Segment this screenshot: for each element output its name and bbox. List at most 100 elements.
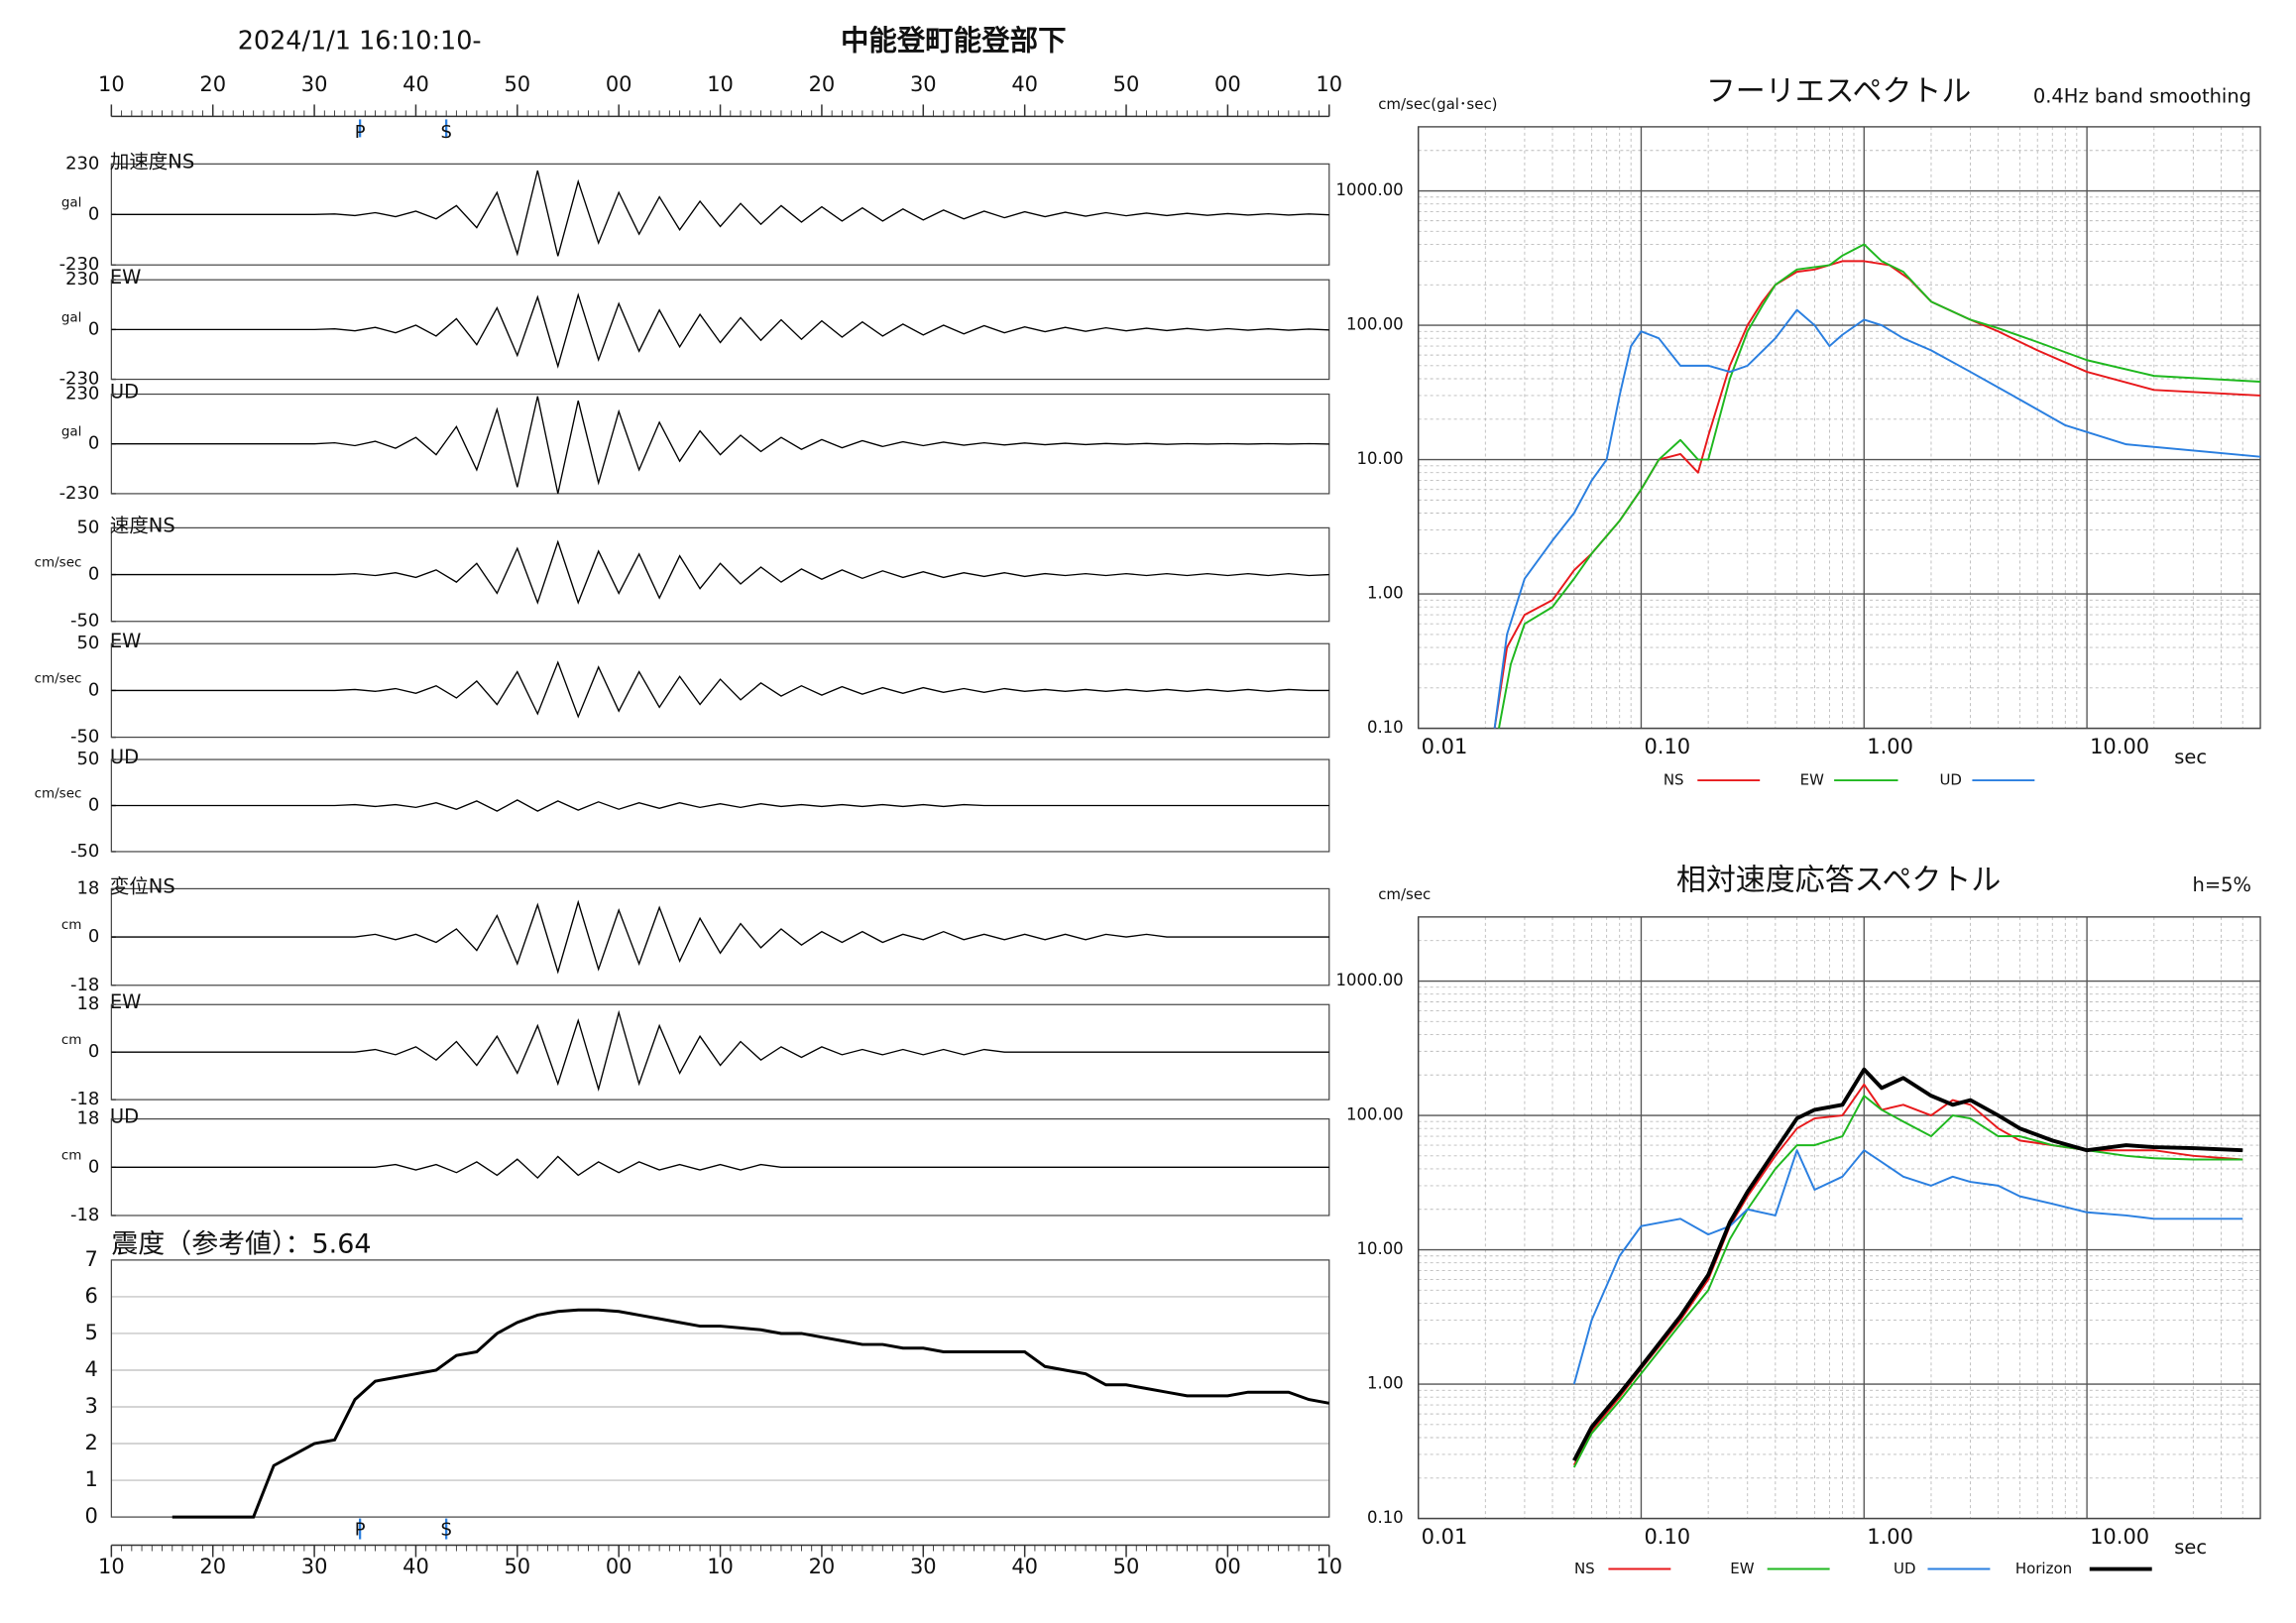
y-tick-label: 18 <box>76 1108 99 1129</box>
y-tick-label: -230 <box>59 369 100 390</box>
unit-label: cm <box>61 1147 82 1163</box>
y-tick-label: -18 <box>70 975 99 995</box>
x-tick-label: 30 <box>301 72 328 96</box>
legend-label: EW <box>1730 1560 1754 1577</box>
y-tick-label: 4 <box>85 1357 98 1381</box>
x-tick-label: 40 <box>1011 72 1038 96</box>
x-tick-label: 50 <box>504 72 530 96</box>
y-tick-label: 0 <box>88 1156 99 1177</box>
legend-label: Horizon <box>2015 1560 2072 1577</box>
waveform <box>111 396 1329 495</box>
y-tick-label: 0 <box>88 433 99 454</box>
waveform <box>111 1009 1329 1092</box>
y-tick-label: 5 <box>85 1321 98 1344</box>
plot-frame <box>1417 126 2261 730</box>
waveform <box>111 292 1329 369</box>
x-tick-label: 00 <box>1214 72 1241 96</box>
y-axis-label: cm/sec <box>1378 885 1431 903</box>
x-tick-label: 10 <box>1316 1555 1342 1578</box>
waveform <box>111 539 1329 605</box>
x-tick-label: 30 <box>301 1555 328 1578</box>
y-tick-label: 3 <box>85 1394 98 1418</box>
panel-label: EW <box>110 990 142 1013</box>
x-tick-label: 50 <box>1113 72 1140 96</box>
x-tick-label: 10 <box>707 1555 734 1578</box>
chart-note: h=5% <box>2193 873 2252 896</box>
unit-label: cm <box>61 917 82 933</box>
panel-label: UD <box>110 1105 139 1128</box>
x-tick-label: 0.01 <box>1422 735 1468 758</box>
y-tick-label: 1000.00 <box>1336 971 1404 989</box>
unit-label: gal <box>61 424 82 440</box>
y-tick-label: 230 <box>65 269 99 290</box>
y-tick-label: 18 <box>76 993 99 1014</box>
y-tick-label: 0 <box>88 795 99 816</box>
phase-label: S <box>440 1520 451 1541</box>
x-tick-label: 40 <box>1011 1555 1038 1578</box>
y-tick-label: 2 <box>85 1431 98 1454</box>
station-name: 中能登町能登部下 <box>841 25 1067 58</box>
panel-label: EW <box>110 630 142 652</box>
x-tick-label: 0.10 <box>1644 1525 1690 1549</box>
spectrum-line <box>1572 1067 2243 1462</box>
x-tick-label: 0.01 <box>1422 1525 1468 1549</box>
y-tick-label: 50 <box>76 517 99 537</box>
y-tick-label: 50 <box>76 749 99 769</box>
waveform <box>111 170 1329 257</box>
y-tick-label: 1.00 <box>1367 1374 1404 1393</box>
x-tick-label: 40 <box>402 1555 429 1578</box>
panel-label: 速度NS <box>110 514 175 536</box>
y-tick-label: 0 <box>88 1041 99 1062</box>
y-tick-label: 100.00 <box>1346 1105 1404 1124</box>
y-tick-label: -50 <box>70 611 99 632</box>
chart-title: 相対速度応答スペクトル <box>1676 863 2001 897</box>
y-tick-label: 7 <box>85 1247 98 1271</box>
x-tick-label: 10 <box>98 1555 125 1578</box>
x-tick-label: 1.00 <box>1867 735 1913 758</box>
y-axis-label: cm/sec(gal･sec) <box>1378 95 1497 113</box>
x-tick-label: 50 <box>1113 1555 1140 1578</box>
x-tick-label: 20 <box>199 72 226 96</box>
waveform <box>111 799 1329 812</box>
spectrum-line <box>1572 1083 2243 1466</box>
y-tick-label: -230 <box>59 483 100 504</box>
unit-label: cm/sec <box>35 670 82 686</box>
y-tick-label: 50 <box>76 633 99 653</box>
y-tick-label: 18 <box>76 877 99 898</box>
y-tick-label: -18 <box>70 1205 99 1225</box>
panel-title: 震度（参考値）：5.64 <box>111 1228 371 1259</box>
waveform <box>111 660 1329 719</box>
x-tick-label: 30 <box>910 1555 937 1578</box>
phase-label: P <box>355 122 366 143</box>
x-tick-label: 20 <box>809 72 836 96</box>
y-tick-label: 1000.00 <box>1336 180 1404 199</box>
spectrum-line <box>1572 1149 2243 1385</box>
x-tick-label: 10 <box>1316 72 1342 96</box>
panel-label: EW <box>110 266 142 289</box>
legend-label: NS <box>1664 771 1684 789</box>
x-tick-label: 00 <box>606 1555 632 1578</box>
y-tick-label: -50 <box>70 727 99 748</box>
panel-frame <box>110 1259 1330 1518</box>
panel-label: UD <box>110 381 139 404</box>
x-tick-label: 0.10 <box>1644 735 1690 758</box>
spectrum-line <box>1493 260 2261 729</box>
spectrum-line <box>1498 243 2261 729</box>
y-tick-label: 230 <box>65 384 99 405</box>
phase-label: S <box>440 122 451 143</box>
chart-note: 0.4Hz band smoothing <box>2033 84 2251 107</box>
y-tick-label: 100.00 <box>1346 315 1404 334</box>
x-tick-label: 1.00 <box>1867 1525 1913 1549</box>
unit-label: gal <box>61 309 82 325</box>
x-tick-label: 30 <box>910 72 937 96</box>
x-tick-label: 10 <box>98 72 125 96</box>
y-tick-label: 230 <box>65 153 99 174</box>
x-tick-label: 20 <box>809 1555 836 1578</box>
y-tick-label: 1.00 <box>1367 584 1404 603</box>
y-tick-label: -18 <box>70 1089 99 1109</box>
x-axis-label: sec <box>2174 1536 2207 1559</box>
spectrum-line <box>1572 1095 2243 1468</box>
x-tick-label: 40 <box>402 72 429 96</box>
panel-label: 変位NS <box>110 874 175 897</box>
